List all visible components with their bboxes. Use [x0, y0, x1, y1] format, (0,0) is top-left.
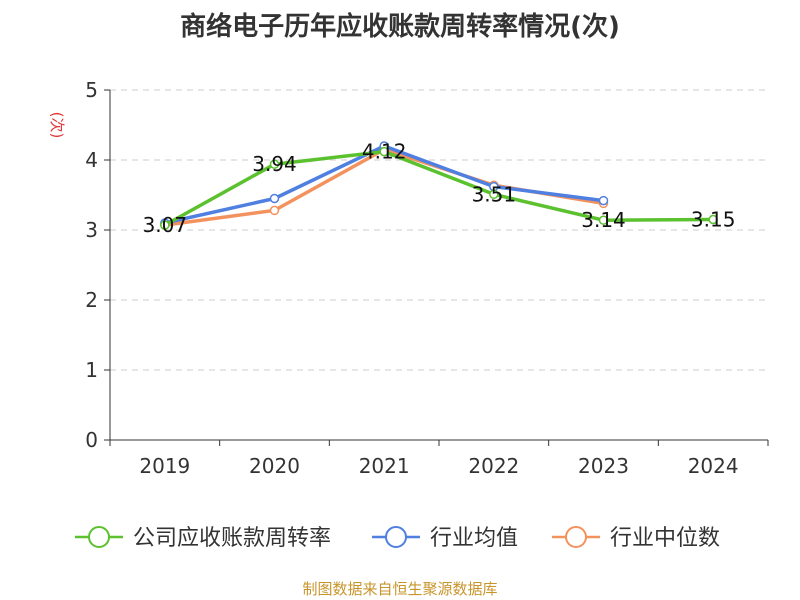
y-tick-label: 0: [85, 428, 98, 452]
grid-layer: [110, 89, 768, 371]
data-point[interactable]: [269, 193, 280, 204]
legend-item[interactable]: 行业中位数: [552, 526, 720, 551]
legend-label: 公司应收账款周转率: [133, 526, 331, 551]
axis-layer: 0 1 2 3 4 5 2019 2020 2021 2022 2023 2024: [85, 78, 769, 478]
chart-title: 商络电子历年应收账款周转率情况(次): [180, 12, 620, 42]
data-label: 3.51: [472, 182, 517, 206]
data-point[interactable]: [489, 189, 499, 200]
data-label-layer: 3.07 3.94 4.12 3.51 3.14 3.15: [143, 140, 736, 238]
y-tick-label: 3: [85, 218, 98, 242]
legend-label: 行业中位数: [610, 526, 720, 551]
y-tick-label: 2: [85, 288, 98, 312]
data-point[interactable]: [598, 195, 609, 206]
legend-marker-icon: [385, 526, 407, 548]
x-tick-label: 2024: [688, 454, 739, 478]
legend-label: 行业均值: [430, 526, 518, 551]
x-tick-label: 2019: [139, 454, 190, 478]
y-axis-unit-label: (次): [48, 112, 66, 139]
data-label: 4.12: [362, 140, 407, 164]
data-point[interactable]: [269, 205, 280, 216]
x-tick-label: 2022: [468, 454, 519, 478]
data-point[interactable]: [598, 215, 609, 225]
data-point[interactable]: [269, 159, 280, 169]
series-line: [163, 149, 714, 227]
x-tick-label: 2020: [249, 454, 300, 478]
legend-item[interactable]: 公司应收账款周转率: [75, 526, 331, 551]
y-tick-label: 5: [85, 78, 98, 102]
data-label: 3.07: [143, 213, 188, 237]
data-point[interactable]: [708, 214, 718, 225]
legend-item[interactable]: 行业均值: [372, 526, 518, 551]
y-tick-label: 4: [85, 148, 98, 172]
data-label: 3.15: [691, 208, 736, 232]
legend[interactable]: 公司应收账款周转率 行业均值 行业中位数: [75, 526, 720, 551]
data-source-note: 制图数据来自恒生聚源数据库: [302, 580, 498, 598]
y-tick-label: 1: [85, 358, 98, 382]
data-label: 3.14: [581, 208, 626, 232]
legend-marker-icon: [565, 526, 587, 548]
x-tick-label: 2021: [359, 454, 410, 478]
data-point[interactable]: [160, 220, 170, 230]
legend-marker-icon: [88, 526, 110, 548]
data-label: 3.94: [252, 152, 297, 176]
data-point[interactable]: [379, 146, 389, 157]
x-tick-label: 2023: [578, 454, 629, 478]
series-layer: [160, 141, 718, 230]
